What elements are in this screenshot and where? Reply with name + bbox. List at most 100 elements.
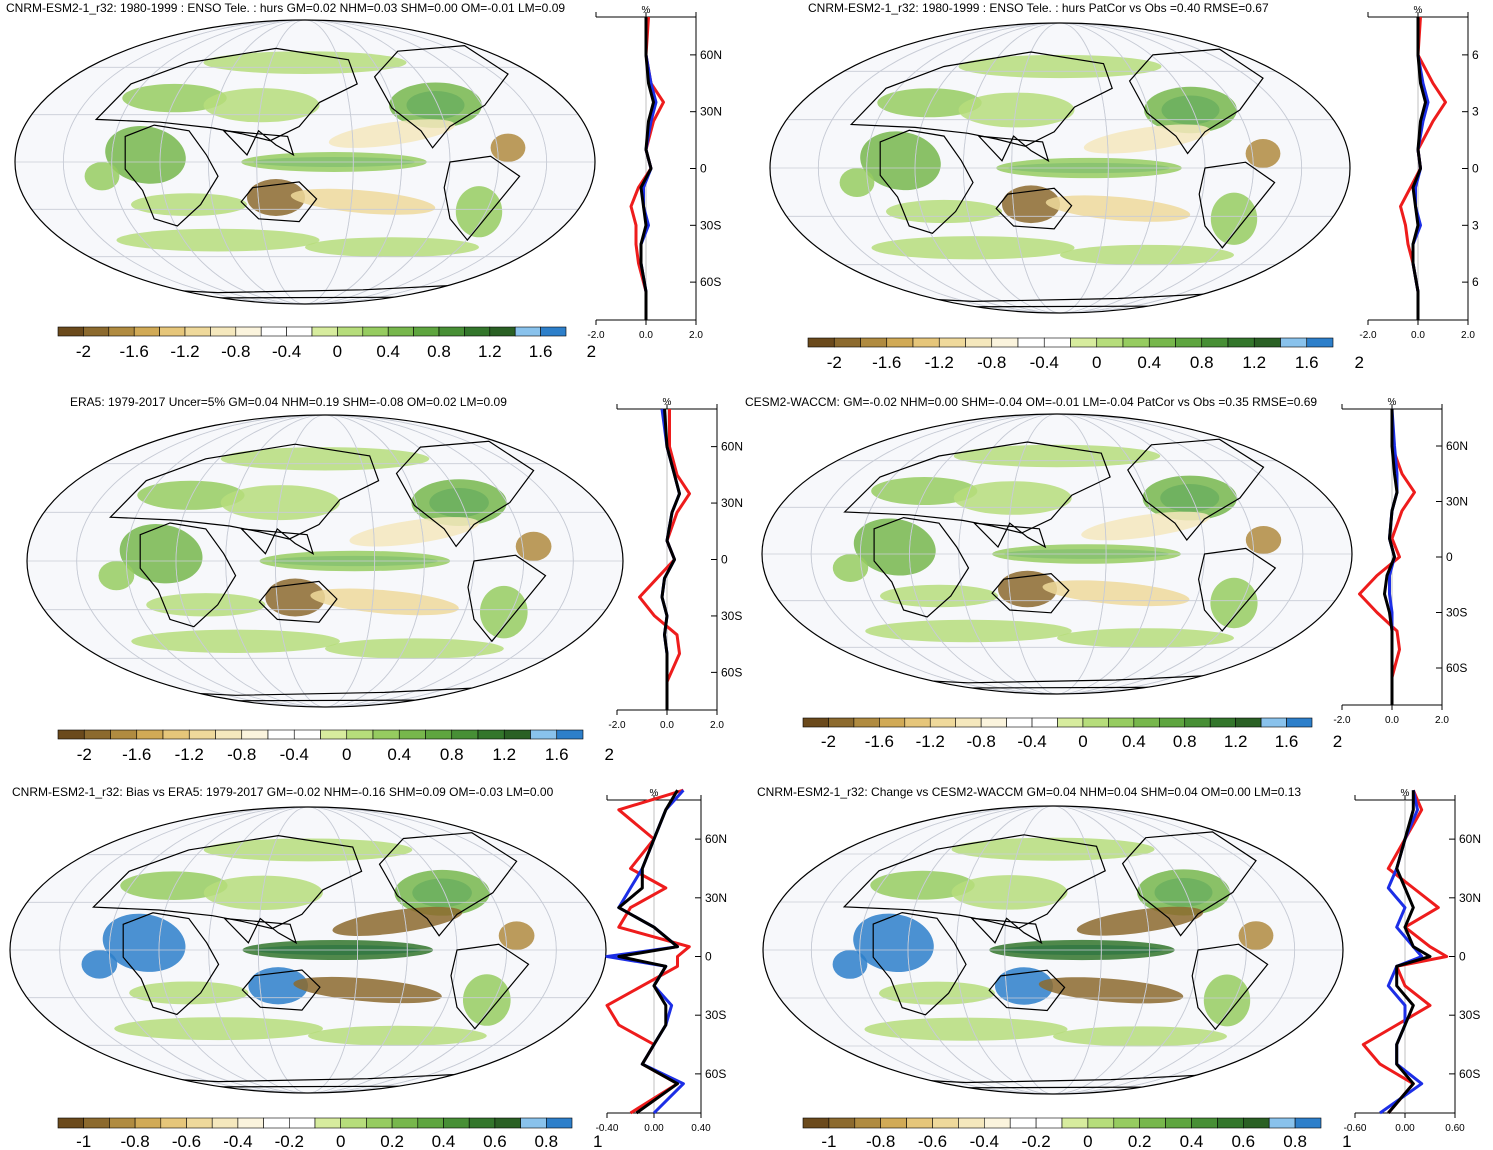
- zonal-series-black: [1383, 409, 1399, 705]
- colorbar-box: [886, 337, 914, 348]
- panel-cesm2: CESM2-WACCM: GM=-0.02 NHM=0.00 SHM=-0.04…: [745, 385, 1493, 770]
- colorbar-tick-label: -0.6: [918, 1132, 947, 1150]
- colorbar-box: [464, 326, 491, 337]
- lat-tick-label: 3: [1472, 218, 1479, 232]
- colorbar-box: [314, 1117, 342, 1129]
- zonal-x-tick-label: -0.60: [1344, 1123, 1367, 1134]
- colorbar-tick-label: -1.2: [925, 353, 954, 372]
- colorbar-tick-label: 2: [605, 745, 614, 764]
- field-patch: [1210, 577, 1258, 629]
- colorbar-box: [260, 326, 287, 337]
- colorbar-box: [802, 717, 829, 728]
- coastline: [1197, 547, 1277, 632]
- coastline: [94, 47, 358, 142]
- colorbar-box: [853, 717, 880, 728]
- colorbar-box: [514, 326, 541, 337]
- coastline: [1121, 831, 1257, 937]
- lat-tick-label: 6: [1472, 275, 1479, 289]
- field-patch: [248, 967, 308, 1005]
- lat-tick-label: 0: [1472, 162, 1479, 176]
- field-patch: [871, 477, 978, 505]
- lat-tick-label: 60N: [700, 48, 722, 62]
- colorbar-box: [1260, 717, 1287, 728]
- colorbar-box: [904, 717, 931, 728]
- field-patch: [865, 619, 1072, 643]
- colorbar-box: [241, 729, 269, 740]
- graticule-longitude: [1011, 23, 1109, 313]
- lat-tick-label: 60S: [721, 665, 742, 679]
- colorbar-tick-label: 0.8: [1190, 353, 1214, 372]
- colorbar-box: [1009, 1117, 1037, 1129]
- lat-tick-label: 30S: [1459, 1008, 1480, 1022]
- graticule-longitude: [207, 20, 403, 304]
- field-patch: [129, 981, 249, 1005]
- colorbar-tick-label: -0.2: [275, 1132, 304, 1150]
- field-patch: [389, 82, 482, 128]
- zonal-series-black: [1387, 790, 1432, 1114]
- colorbar-box: [57, 326, 84, 337]
- colorbar-tick-label: -1.2: [170, 342, 199, 361]
- zonal-series-red: [1399, 16, 1447, 320]
- lat-tick-label: 30N: [700, 105, 722, 119]
- colorbar-box: [1006, 717, 1033, 728]
- colorbar-tick-label: -0.4: [272, 342, 301, 361]
- field-patch: [877, 88, 982, 118]
- colorbar-box: [1017, 337, 1045, 348]
- coastline: [1128, 48, 1264, 155]
- colorbar-box: [556, 729, 584, 740]
- colorbar-box: [57, 729, 85, 740]
- panel-title: CNRM-ESM2-1_r32: 1980-1999 : ENSO Tele. …: [808, 1, 1269, 15]
- lat-tick-label: 30S: [721, 609, 742, 623]
- colorbar-box: [83, 1117, 110, 1129]
- lat-tick-label: 6: [1472, 48, 1479, 62]
- field-patch: [131, 193, 247, 216]
- colorbar-tick-label: -0.6: [172, 1132, 201, 1150]
- colorbar-tick-label: 2: [1355, 353, 1364, 372]
- lat-tick-label: 60N: [705, 832, 727, 846]
- colorbar-box: [263, 1117, 290, 1129]
- colorbar-tick-label: 0.2: [380, 1132, 404, 1150]
- graticule-longitude: [76, 415, 574, 707]
- colorbar-box: [833, 337, 861, 348]
- colorbar-box: [1217, 1117, 1244, 1129]
- colorbar-tick-label: -0.8: [221, 342, 250, 361]
- field-patch: [1245, 139, 1281, 168]
- zonal-x-tick-label: 0.0: [639, 330, 653, 341]
- zonal-series-black: [660, 408, 681, 710]
- colorbar-box: [1070, 337, 1098, 348]
- zonal-x-tick-label: 0.0: [1385, 715, 1399, 726]
- field-patch: [203, 875, 323, 910]
- colorbar-box: [929, 717, 957, 728]
- zonal-x-tick-label: 2.0: [1461, 330, 1475, 341]
- colorbar-box: [293, 729, 321, 740]
- colorbar-box: [417, 1117, 444, 1129]
- colorbar-box: [520, 1117, 547, 1129]
- lat-tick-label: 0: [1459, 950, 1466, 964]
- lat-tick-label: 0: [721, 553, 728, 567]
- field-patch: [1002, 185, 1060, 224]
- colorbar-box: [320, 729, 348, 740]
- colorbar-box: [1158, 717, 1186, 728]
- lat-tick-label: 30N: [1446, 495, 1468, 509]
- colorbar-box: [540, 326, 567, 337]
- colorbar-tick-label: 0.8: [440, 745, 464, 764]
- colorbar-box: [391, 1117, 419, 1129]
- coastline: [995, 187, 1073, 230]
- field-patch: [871, 236, 1075, 260]
- field-patch: [146, 593, 266, 617]
- colorbar-box: [184, 326, 211, 337]
- colorbar-tick-label: 0.8: [1173, 732, 1197, 751]
- colorbar-tick-label: -0.8: [977, 353, 1006, 372]
- colorbar-box: [880, 1117, 907, 1129]
- coastline: [1127, 438, 1265, 541]
- graticule-longitude: [274, 415, 376, 707]
- zonal-unit-label: %: [1414, 5, 1423, 16]
- zonal-series-red: [638, 409, 691, 710]
- field-patch: [328, 119, 456, 148]
- field-patch: [1076, 906, 1204, 936]
- panel-bias: CNRM-ESM2-1_r32: Bias vs ERA5: 1979-2017…: [0, 775, 745, 1150]
- colorbar-box: [451, 729, 479, 740]
- colorbar-tick-label: 2: [1333, 732, 1342, 751]
- colorbar-tick-label: 0.8: [534, 1132, 558, 1150]
- colorbar-box: [235, 326, 262, 337]
